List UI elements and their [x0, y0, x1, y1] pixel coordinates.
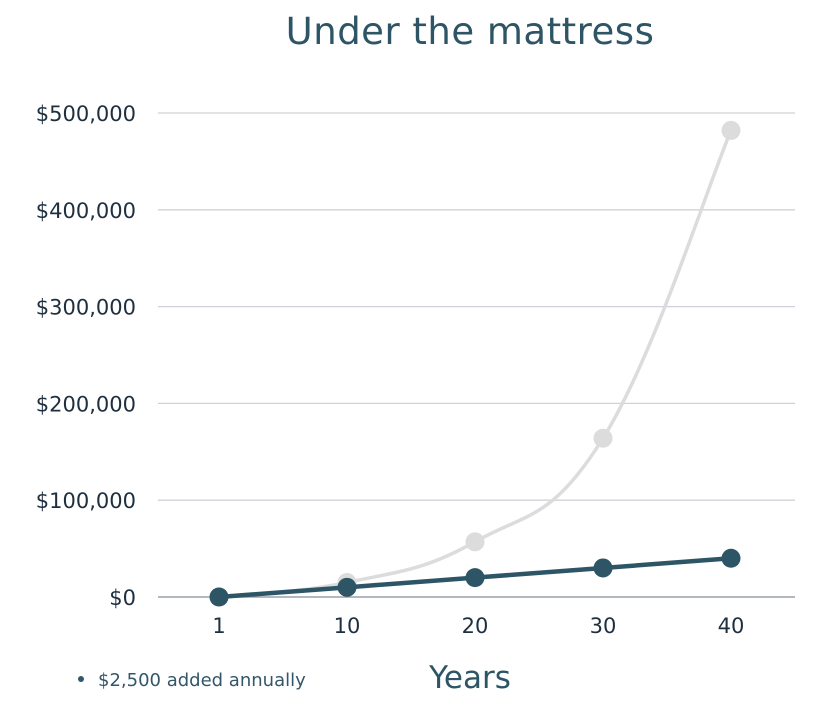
x-axis-title: Years — [429, 660, 511, 696]
y-tick-label: $500,000 — [36, 102, 136, 126]
x-tick-label: 40 — [718, 614, 745, 638]
y-tick-label: $400,000 — [36, 199, 136, 223]
grid-layer — [158, 112, 795, 598]
series-line — [217, 128, 733, 599]
x-tick-label: 10 — [334, 614, 361, 638]
data-point — [209, 587, 229, 607]
x-tick-label: 30 — [590, 614, 617, 638]
y-axis-ticks: $0 $100,000 $200,000 $300,000 $400,000 $500,0… — [36, 102, 136, 610]
y-tick-label: $200,000 — [36, 392, 136, 416]
legend-item: $2,500 added annually — [78, 670, 306, 691]
data-point — [465, 568, 485, 588]
x-tick-label: 20 — [462, 614, 489, 638]
x-tick-label: 1 — [212, 614, 225, 638]
series-0 — [209, 120, 741, 607]
y-tick-label: $0 — [109, 586, 136, 610]
data-point — [593, 428, 613, 448]
y-tick-label: $100,000 — [36, 489, 136, 513]
data-point — [337, 577, 357, 597]
legend-label: $2,500 added annually — [98, 670, 306, 691]
x-axis-ticks: 1 10 20 30 40 — [212, 614, 744, 638]
data-point — [721, 120, 741, 140]
data-point — [721, 548, 741, 568]
data-point — [465, 532, 485, 552]
y-tick-label: $300,000 — [36, 296, 136, 320]
series-1 — [209, 548, 741, 607]
data-point — [593, 558, 613, 578]
chart-title: Under the mattress — [285, 10, 655, 53]
series-layer — [209, 120, 741, 607]
legend-bullet — [78, 676, 84, 682]
